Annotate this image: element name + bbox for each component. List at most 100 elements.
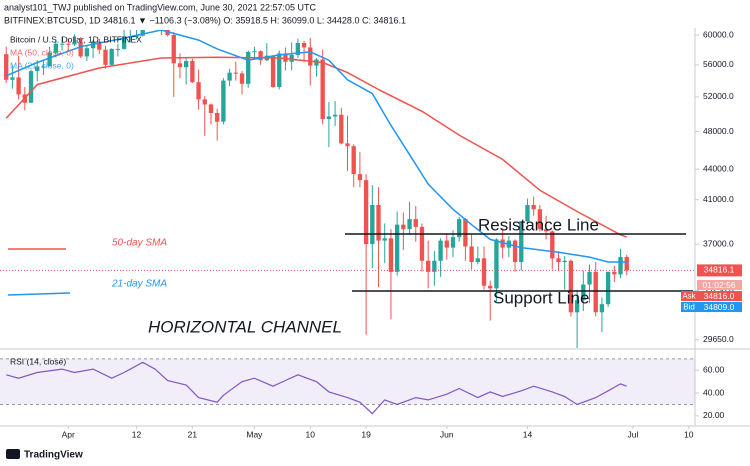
annotation: 50-day SMA	[112, 238, 167, 249]
annotation: Resistance Line	[478, 215, 599, 234]
ask-value: 34816.0	[704, 291, 735, 301]
candle-body	[425, 260, 431, 272]
candle-body	[121, 36, 127, 49]
last-price-box	[697, 264, 742, 277]
candle-body	[537, 209, 543, 230]
candle-body	[277, 53, 282, 88]
candle-body	[525, 204, 530, 222]
candle-body	[376, 204, 381, 241]
y-tick-label: 37000.0	[703, 238, 734, 248]
bid-tag	[681, 302, 697, 312]
countdown-box	[697, 280, 742, 290]
candle-body	[66, 43, 71, 45]
candle-body	[512, 240, 518, 262]
x-tick-label: 21	[188, 429, 198, 439]
candle-body	[351, 146, 356, 175]
candle-body	[283, 53, 288, 62]
ask-label: Ask	[682, 292, 696, 301]
candle-body	[196, 82, 201, 100]
chart-title: Bitcoin / U.S. Dollar, 1D, BITFINEX	[10, 34, 142, 44]
price-pane	[0, 30, 695, 348]
candle-body	[177, 63, 183, 68]
rsi-band	[0, 358, 695, 405]
annotation: 21-day SMA	[111, 279, 167, 290]
annotation: HORIZONTAL CHANNEL	[148, 317, 342, 336]
x-tick-label: Jun	[440, 429, 454, 439]
candle-body	[171, 35, 176, 64]
x-tick-label: 10	[684, 429, 694, 439]
candle-body	[301, 43, 307, 48]
candle-body	[326, 116, 332, 120]
candle-body	[401, 224, 406, 230]
candle-body	[339, 114, 344, 144]
candle-body	[550, 231, 555, 259]
candle-body	[233, 72, 238, 74]
x-tick-label: Apr	[62, 429, 75, 439]
candle-body	[612, 271, 617, 275]
candle-body	[432, 260, 437, 272]
y-tick-label: 56000.0	[703, 59, 734, 69]
candle-body	[494, 239, 499, 289]
candle-body	[363, 180, 369, 245]
candle-body	[500, 239, 505, 248]
x-tick-label: 12	[132, 429, 142, 439]
candle-body	[593, 271, 598, 313]
annotation: Support Line	[493, 288, 589, 307]
candle-body	[587, 271, 592, 285]
candle-body	[574, 300, 580, 313]
ask-tag	[681, 291, 697, 301]
candle-body	[488, 285, 493, 289]
rsi-line	[6, 361, 627, 415]
bid-label: Bid	[683, 303, 695, 312]
candle-body	[413, 219, 418, 227]
y-tick-label: 41000.0	[703, 194, 734, 204]
candle-body	[419, 226, 425, 261]
candle-body	[332, 114, 338, 117]
candle-body	[227, 72, 232, 81]
candle-body	[618, 256, 623, 275]
y-tick-label: 60.00	[703, 365, 725, 375]
candle-body	[556, 258, 561, 262]
candle-body	[394, 224, 400, 272]
candle-body	[531, 204, 536, 210]
x-tick-label: Jul	[628, 429, 639, 439]
y-tick-label: 29650.0	[703, 334, 734, 344]
rsi-title: RSI (14, close)	[10, 356, 66, 366]
y-tick-label: 20.00	[703, 410, 725, 420]
rsi-pane	[0, 358, 695, 415]
y-tick-label: 52000.0	[703, 91, 734, 101]
candle-body	[463, 219, 468, 247]
candle-body	[562, 260, 567, 262]
candle-body	[382, 238, 387, 241]
candle-body	[388, 238, 394, 272]
candle-body	[78, 42, 83, 57]
candle-body	[109, 48, 114, 65]
candle-body	[370, 204, 375, 245]
candle-body	[308, 47, 313, 66]
candle-body	[345, 143, 350, 147]
candle-body	[457, 219, 462, 238]
candle-body	[97, 41, 102, 50]
candle-body	[202, 99, 207, 105]
sma21-marker	[7, 292, 71, 296]
candle-body	[165, 30, 170, 36]
candle-body	[252, 51, 257, 53]
candle-body	[469, 246, 474, 262]
candle-body	[140, 30, 145, 36]
candle-body	[103, 49, 108, 65]
candle-body	[357, 174, 363, 181]
candle-body	[47, 52, 52, 67]
candle-body	[221, 80, 226, 122]
symbol-line: BITFINEX:BTCUSD, 1D 34816.1 ▼ −1106.3 (−…	[4, 15, 406, 25]
brand: TradingView	[24, 450, 83, 461]
y-tick-label: 60000.0	[703, 29, 734, 39]
candle-body	[41, 66, 46, 68]
y-tick-label: 48000.0	[703, 126, 734, 136]
legend-entry: MA (21, close, 0)	[10, 60, 74, 70]
candle-body	[568, 260, 574, 313]
candle-body	[407, 219, 412, 230]
candle-body	[239, 73, 245, 84]
candle-body	[295, 43, 301, 55]
legend-entry: MA (50, close, 0)	[10, 47, 74, 57]
